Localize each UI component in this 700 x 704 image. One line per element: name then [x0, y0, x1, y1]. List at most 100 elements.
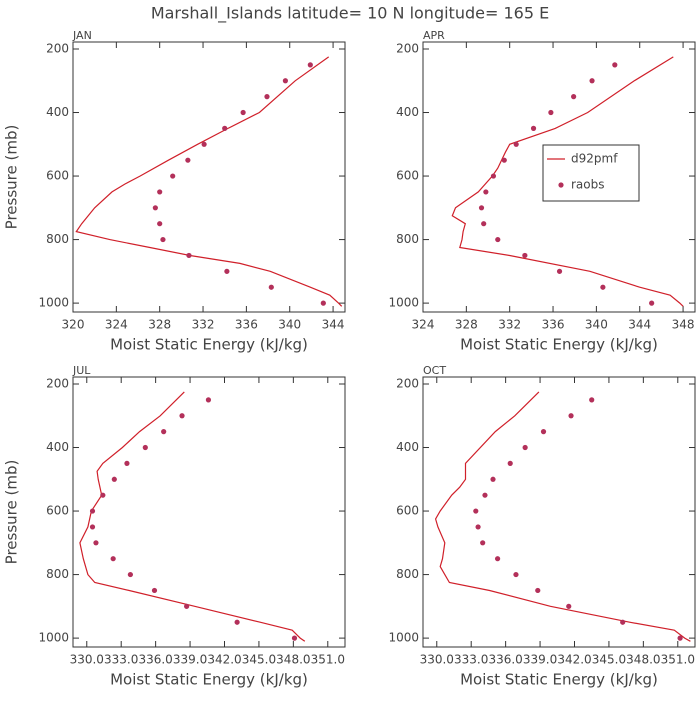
x-tick-label: 328 — [455, 318, 478, 332]
raob-dot — [240, 109, 246, 116]
raob-dot — [475, 524, 481, 530]
x-tick-label: 344 — [322, 318, 345, 332]
x-tick-label: 351.0 — [661, 653, 695, 667]
raob-dot — [264, 94, 270, 100]
x-tick-label: 348.0 — [626, 653, 660, 667]
raob-dot — [490, 476, 496, 482]
y-tick-label: 200 — [396, 376, 419, 390]
raob-dot — [89, 508, 96, 514]
plot-frame — [72, 41, 346, 313]
raob-dot — [184, 603, 190, 609]
raob-dot — [482, 492, 488, 498]
x-tick-label: 328 — [148, 318, 171, 332]
y-tick-label: 600 — [46, 169, 69, 183]
raob-dot — [540, 429, 547, 435]
y-tick-label: 800 — [396, 232, 419, 246]
y-tick-label: 400 — [396, 105, 419, 119]
raob-dot — [282, 78, 288, 84]
y-tick-label: 800 — [396, 567, 419, 581]
raob-dot — [522, 252, 528, 259]
x-tick-label: 345.0 — [592, 653, 626, 667]
x-tick-label: 345.0 — [242, 653, 276, 667]
raob-dot — [201, 141, 207, 147]
y-axis-label: Pressure (mb) — [3, 125, 21, 230]
raob-dot — [501, 157, 507, 163]
raob-dot — [89, 524, 96, 530]
x-tick-label: 320 — [62, 318, 85, 332]
raob-dot — [677, 635, 683, 641]
x-tick-label: 336.0 — [138, 653, 172, 667]
raob-dot — [568, 413, 574, 419]
raob-dot — [649, 300, 655, 306]
x-tick-label: 344 — [628, 318, 651, 332]
raob-dot — [490, 173, 497, 179]
raob-dot — [513, 571, 519, 578]
x-tick-label: 336 — [235, 318, 258, 332]
y-tick-label: 1000 — [388, 296, 419, 310]
raob-dot — [291, 635, 298, 641]
raob-dot — [481, 221, 487, 227]
raob-dot — [566, 603, 572, 609]
y-tick-label: 600 — [396, 504, 419, 518]
raob-dot — [179, 413, 185, 419]
x-tick-label: 324 — [412, 318, 435, 332]
x-tick-label: 332 — [192, 318, 215, 332]
raob-dot — [320, 300, 326, 306]
panel-title: JAN — [72, 29, 92, 42]
raob-dot — [127, 571, 133, 578]
raob-dot — [234, 619, 240, 625]
raob-dot — [495, 236, 501, 243]
y-tick-label: 800 — [46, 567, 69, 581]
y-tick-label: 1000 — [388, 631, 419, 645]
x-tick-label: 348 — [672, 318, 695, 332]
raob-dot — [157, 189, 163, 195]
x-axis-label: Moist Static Energy (kJ/kg) — [460, 671, 658, 689]
raob-dot — [571, 94, 577, 100]
y-tick-label: 200 — [46, 41, 69, 55]
y-tick-label: 800 — [46, 232, 69, 246]
x-axis-label: Moist Static Energy (kJ/kg) — [460, 336, 658, 354]
raob-dot — [513, 141, 519, 147]
profile-line — [434, 391, 691, 642]
raob-dot — [507, 460, 513, 466]
raob-dot — [170, 173, 176, 179]
raob-dot — [307, 62, 313, 68]
raob-dot — [224, 268, 230, 274]
raob-dot — [478, 205, 485, 211]
x-tick-label: 339.0 — [523, 653, 557, 667]
raob-dot — [111, 476, 117, 482]
legend-label: raobs — [571, 178, 605, 192]
x-tick-label: 332 — [498, 318, 521, 332]
raob-dot — [110, 556, 116, 562]
raob-dot — [600, 284, 606, 290]
y-tick-label: 400 — [46, 440, 69, 454]
raob-dot — [124, 460, 130, 466]
raob-dot — [157, 221, 163, 227]
panel-title: OCT — [423, 364, 446, 377]
y-axis-label: Pressure (mb) — [3, 460, 21, 565]
x-tick-label: 333.0 — [104, 653, 138, 667]
raob-dot — [522, 444, 528, 451]
raob-dot — [530, 125, 537, 131]
profile-line — [79, 391, 306, 642]
x-tick-label: 330.0 — [420, 653, 454, 667]
panel-title: APR — [423, 29, 445, 42]
raob-dot — [620, 619, 626, 625]
x-tick-label: 340 — [585, 318, 608, 332]
raob-dot — [556, 268, 563, 274]
x-tick-label: 336 — [542, 318, 565, 332]
raob-dot — [205, 397, 212, 403]
raob-dot — [268, 284, 274, 290]
y-tick-label: 1000 — [38, 631, 69, 645]
y-tick-label: 200 — [396, 41, 419, 55]
raob-dot — [100, 492, 106, 498]
raob-dot — [535, 587, 541, 594]
raob-dot — [93, 540, 99, 546]
panel-title: JUL — [72, 364, 91, 377]
y-tick-label: 400 — [46, 105, 69, 119]
raob-dot — [185, 157, 191, 163]
raob-dot — [589, 397, 595, 403]
legend-box — [542, 144, 640, 202]
legend-dot — [558, 182, 564, 188]
